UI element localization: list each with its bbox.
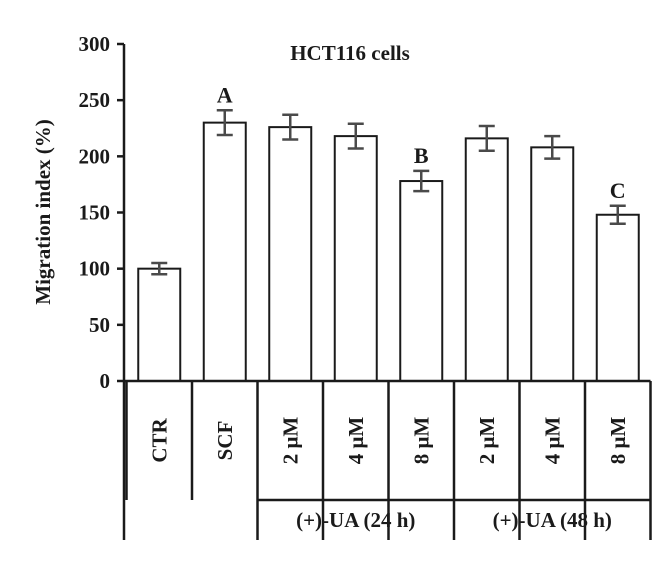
category-label: 2 μM [278, 417, 302, 465]
category-label: 4 μM [344, 417, 368, 465]
significance-label: B [414, 143, 429, 168]
category-label: CTR [147, 417, 171, 462]
bar [530, 146, 575, 382]
error-bar [478, 124, 495, 152]
category-table: CTR SCF 2 μM 4 μM 8 μM 2 μM 4 μM 8 μM (+)-UA (24… [122, 379, 652, 540]
error-bar [347, 122, 364, 150]
bars: A B C [137, 82, 640, 382]
significance-label: C [610, 178, 626, 203]
error-bar [413, 169, 430, 193]
bar [464, 137, 509, 382]
error-bar [282, 113, 299, 141]
y-tick-label: 200 [79, 144, 111, 168]
y-axis: 0 50 100 150 200 250 300 [79, 32, 126, 393]
significance-label: A [217, 82, 233, 107]
y-tick-label: 150 [79, 201, 111, 225]
y-tick-label: 250 [79, 88, 111, 112]
bar [595, 213, 640, 382]
bar [399, 180, 444, 382]
error-bar [609, 204, 626, 225]
y-tick-label: 50 [89, 313, 110, 337]
group-label: (+)-UA (24 h) [296, 508, 415, 532]
y-tick-label: 300 [79, 32, 111, 56]
category-label: 2 μM [475, 417, 499, 465]
category-label: 4 μM [540, 417, 564, 465]
bar [202, 121, 247, 382]
error-bar [544, 134, 561, 160]
error-bar [216, 109, 233, 137]
category-label: 8 μM [409, 417, 433, 465]
y-tick-label: 0 [100, 369, 111, 393]
error-bar [151, 261, 168, 276]
bar [137, 267, 182, 382]
chart-title: HCT116 cells [290, 41, 410, 65]
bar [268, 126, 313, 382]
category-label: SCF [213, 421, 237, 461]
y-tick-label: 100 [79, 257, 111, 281]
category-label: 8 μM [606, 417, 630, 465]
bar [333, 135, 378, 382]
y-axis-label: Migration index (%) [31, 119, 55, 304]
group-label: (+)-UA (48 h) [493, 508, 612, 532]
